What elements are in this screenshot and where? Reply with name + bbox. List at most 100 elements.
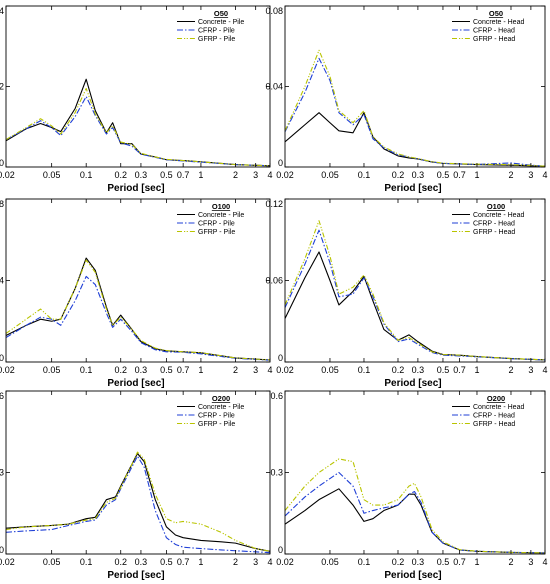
x-tick-label: 0.2: [392, 557, 405, 567]
x-tick-label: 2: [233, 557, 238, 567]
x-tick-label: 0.02: [0, 170, 15, 180]
series-line: [285, 458, 545, 554]
x-tick-label: 1: [474, 365, 479, 375]
legend-label: Concrete - Pile: [198, 404, 244, 411]
x-tick-label: 0.7: [453, 365, 466, 375]
x-tick-label: 0.2: [114, 170, 127, 180]
series-line: [6, 451, 270, 552]
series-line: [285, 49, 545, 167]
legend-label: Concrete - Head: [473, 212, 524, 219]
x-tick-label: 0.05: [43, 557, 61, 567]
legend-label: CFRP - Pile: [198, 221, 235, 228]
x-tick-label: 0.3: [412, 365, 425, 375]
x-tick-label: 2: [508, 557, 513, 567]
legend-title: O200: [212, 394, 230, 403]
x-tick-label: 4: [267, 365, 272, 375]
legend-label: Concrete - Head: [473, 404, 524, 411]
x-tick-label: 0.3: [135, 365, 148, 375]
legend-title: O50: [489, 9, 503, 18]
legend-label: CFRP - Pile: [198, 413, 235, 420]
legend-label: GFRP - Head: [473, 36, 515, 43]
y-tick-label: 0: [0, 545, 4, 555]
y-tick-label: 0.06: [265, 276, 283, 286]
y-tick-label: 0.6: [0, 391, 4, 401]
chart-panel: 0.02 0.05 0.1 0.2 0.3 0.5 0.7 1 2 34 0 0.02 0.04 Peri…: [0, 5, 273, 194]
y-tick-label: 0.02: [0, 82, 4, 92]
chart-panel: 0.02 0.05 0.1 0.2 0.3 0.5 0.7 1 2 34 0 0.3 0.6 Period…: [0, 390, 273, 581]
y-tick-label: 0.3: [0, 468, 4, 478]
x-tick-label: 0.1: [80, 557, 93, 567]
legend-label: GFRP - Pile: [198, 421, 235, 428]
x-tick-label: 0.2: [114, 557, 127, 567]
x-tick-label: 0.3: [412, 170, 425, 180]
x-tick-label: 4: [267, 557, 272, 567]
x-axis-label: Period [sec]: [384, 570, 441, 581]
x-tick-label: 0.1: [80, 365, 93, 375]
x-axis-label: Period [sec]: [107, 378, 164, 389]
x-tick-label: 0.1: [358, 170, 371, 180]
x-tick-label: 2: [508, 365, 513, 375]
x-tick-label: 0.7: [177, 170, 190, 180]
series-line: [285, 488, 545, 554]
series-line: [6, 87, 270, 167]
legend-title: O50: [214, 9, 228, 18]
legend-label: GFRP - Head: [473, 229, 515, 236]
x-tick-label: 2: [233, 365, 238, 375]
x-tick-label: 0.02: [0, 365, 15, 375]
x-tick-label: 0.3: [412, 557, 425, 567]
series-line: [6, 96, 270, 167]
y-tick-label: 0.04: [265, 82, 283, 92]
x-tick-label: 0.7: [453, 170, 466, 180]
x-tick-label: 1: [198, 365, 203, 375]
x-tick-label: 4: [542, 365, 547, 375]
x-tick-label: 0.02: [276, 170, 294, 180]
x-tick-label: 0.05: [321, 557, 339, 567]
series-line: [285, 471, 545, 554]
legend-label: GFRP - Pile: [198, 36, 235, 43]
x-tick-label: 0.7: [453, 557, 466, 567]
legend-label: CFRP - Pile: [198, 28, 235, 35]
x-tick-label: 0.02: [276, 365, 294, 375]
series-line: [6, 275, 270, 361]
x-tick-label: 2: [233, 170, 238, 180]
series-line: [285, 57, 545, 167]
legend-label: Concrete - Head: [473, 19, 524, 26]
x-tick-label: 0.05: [321, 170, 339, 180]
x-tick-label: 0.02: [276, 557, 294, 567]
x-tick-label: 2: [508, 170, 513, 180]
x-axis-label: Period [sec]: [384, 378, 441, 389]
legend-label: GFRP - Pile: [198, 229, 235, 236]
x-tick-label: 0.02: [0, 557, 15, 567]
y-tick-label: 0.04: [0, 276, 4, 286]
legend-label: Concrete - Pile: [198, 212, 244, 219]
series-line: [6, 455, 270, 554]
x-tick-label: 0.3: [135, 170, 148, 180]
x-tick-label: 4: [267, 170, 272, 180]
chart-panel: 0.02 0.05 0.1 0.2 0.3 0.5 0.7 1 2 3 400.060.12Peri…: [265, 198, 548, 389]
x-tick-label: 0.5: [160, 365, 173, 375]
x-tick-label: 0.5: [437, 557, 450, 567]
series-line: [285, 220, 545, 361]
x-tick-label: 3: [253, 557, 258, 567]
x-tick-label: 0.1: [358, 365, 371, 375]
y-tick-label: 0.08: [265, 6, 283, 16]
x-tick-label: 3: [253, 170, 258, 180]
x-tick-label: 0.2: [392, 170, 405, 180]
legend-label: CFRP - Head: [473, 28, 515, 35]
x-tick-label: 0.7: [177, 557, 190, 567]
legend-title: O200: [487, 394, 505, 403]
x-tick-label: 1: [198, 170, 203, 180]
x-tick-label: 1: [474, 170, 479, 180]
x-tick-label: 0.5: [437, 365, 450, 375]
y-tick-label: 0.3: [270, 468, 283, 478]
y-tick-label: 0: [278, 545, 283, 555]
legend-label: CFRP - Head: [473, 413, 515, 420]
x-tick-label: 0.1: [358, 557, 371, 567]
y-tick-label: 0.12: [265, 199, 283, 209]
y-tick-label: 0: [278, 158, 283, 168]
x-tick-label: 3: [253, 365, 258, 375]
x-tick-label: 4: [542, 170, 547, 180]
x-tick-label: 0.05: [43, 170, 61, 180]
